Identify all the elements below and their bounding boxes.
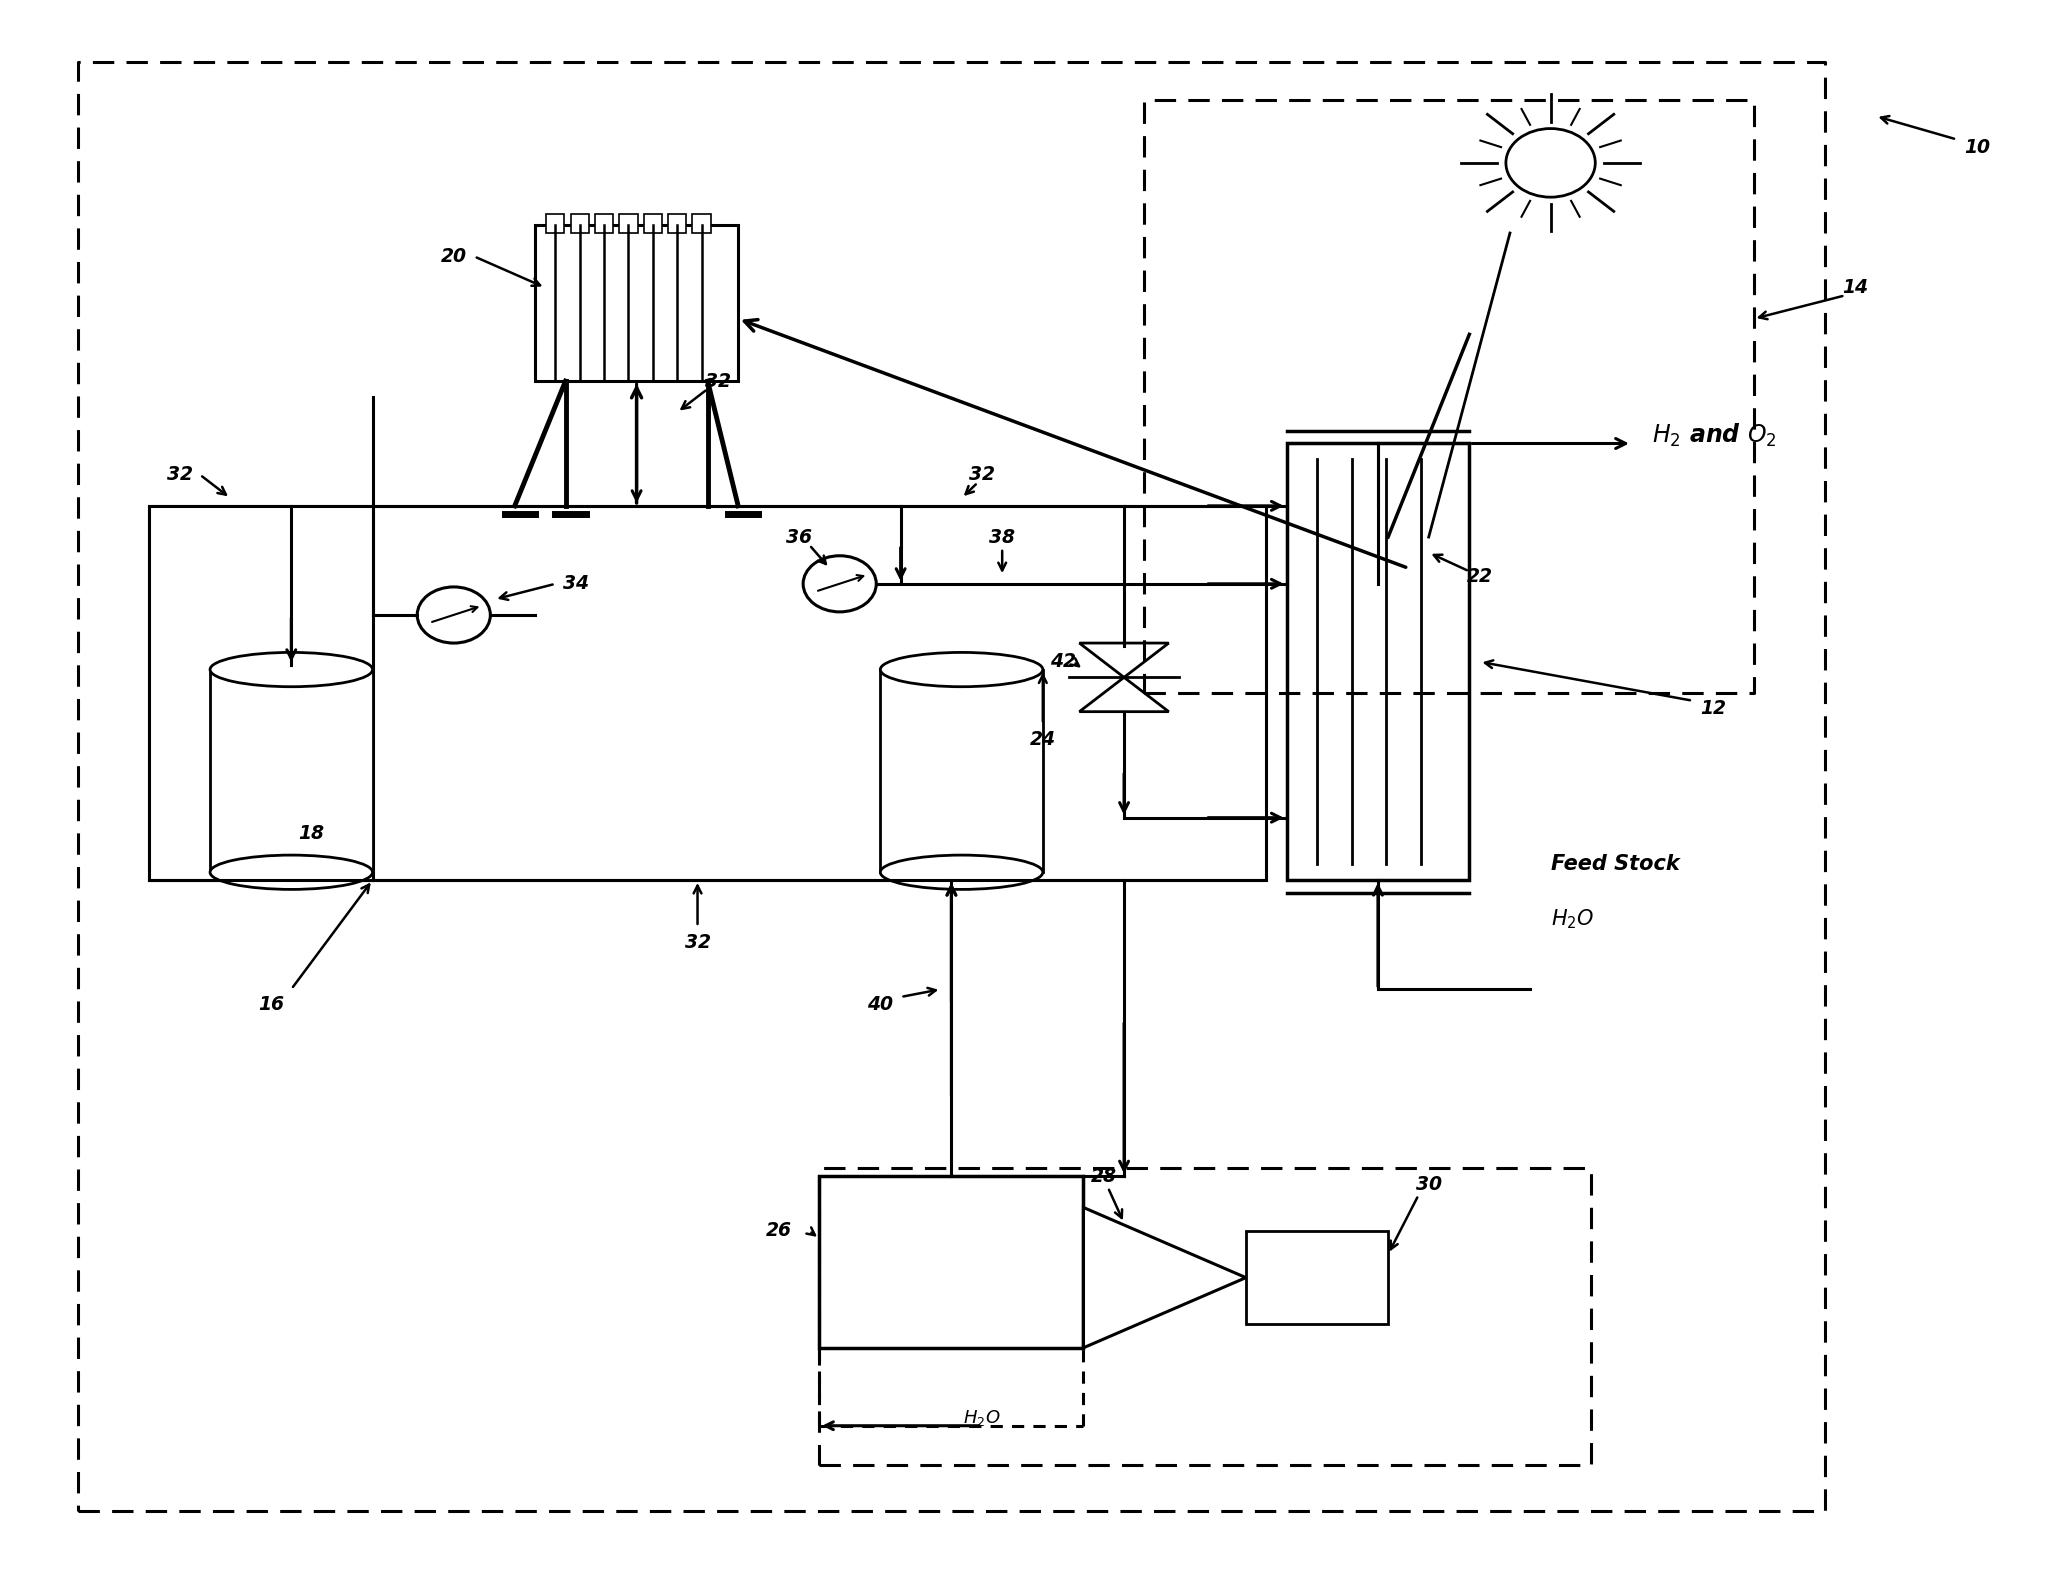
Ellipse shape — [211, 856, 372, 889]
Bar — [211, 670, 372, 873]
Bar — [546, 214, 564, 233]
Bar — [571, 214, 589, 233]
Bar — [693, 214, 712, 233]
Text: 30: 30 — [1415, 1175, 1442, 1194]
Text: 20: 20 — [442, 247, 466, 266]
Ellipse shape — [211, 653, 372, 687]
Text: 38: 38 — [990, 527, 1014, 546]
Bar — [644, 214, 663, 233]
Ellipse shape — [879, 856, 1043, 889]
Text: 32: 32 — [969, 466, 994, 484]
Bar — [1286, 444, 1470, 879]
Ellipse shape — [879, 653, 1043, 687]
Text: $H_2O$: $H_2O$ — [963, 1408, 1000, 1428]
Text: 32: 32 — [706, 371, 730, 390]
Bar — [820, 1177, 1084, 1348]
Polygon shape — [1080, 643, 1170, 678]
Text: 28: 28 — [1090, 1167, 1117, 1186]
Text: 40: 40 — [867, 996, 894, 1015]
Text: 24: 24 — [1031, 730, 1055, 749]
Bar — [536, 225, 738, 381]
Text: 32: 32 — [166, 466, 192, 484]
Text: 18: 18 — [299, 824, 325, 843]
Text: $H_2O$: $H_2O$ — [1550, 908, 1593, 931]
Text: 32: 32 — [685, 933, 710, 952]
Text: 36: 36 — [785, 527, 812, 546]
Bar — [1245, 1230, 1389, 1324]
Text: 16: 16 — [258, 996, 284, 1015]
Text: 14: 14 — [1843, 278, 1869, 297]
Text: Feed Stock: Feed Stock — [1550, 854, 1679, 875]
Bar — [879, 670, 1043, 873]
Circle shape — [1505, 129, 1595, 197]
Polygon shape — [1084, 1208, 1245, 1348]
Text: 22: 22 — [1466, 566, 1493, 585]
Polygon shape — [1358, 522, 1440, 599]
Bar — [595, 214, 613, 233]
Text: 10: 10 — [1963, 138, 1990, 157]
Circle shape — [417, 587, 491, 643]
Text: $H_2$ and $O_2$: $H_2$ and $O_2$ — [1652, 422, 1777, 450]
Text: 42: 42 — [1051, 653, 1076, 672]
Bar — [149, 507, 372, 879]
Circle shape — [804, 555, 875, 612]
Text: 26: 26 — [765, 1221, 791, 1241]
Bar — [620, 214, 638, 233]
Text: 34: 34 — [562, 574, 589, 593]
Bar — [669, 214, 687, 233]
Text: 12: 12 — [1699, 698, 1726, 717]
Polygon shape — [1080, 678, 1170, 711]
Bar — [149, 507, 1266, 879]
